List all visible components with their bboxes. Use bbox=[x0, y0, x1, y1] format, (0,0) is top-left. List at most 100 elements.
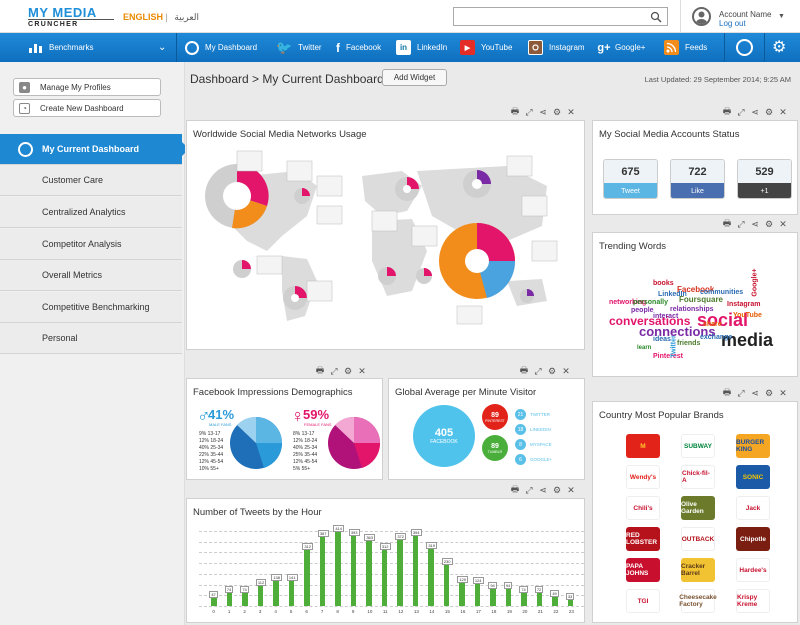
expand-icon[interactable]: ⤢ bbox=[525, 106, 533, 117]
chevron-down-icon[interactable]: ▼ bbox=[778, 13, 785, 20]
add-widget-button[interactable]: Add Widget bbox=[382, 69, 447, 86]
expand-icon[interactable]: ⤢ bbox=[737, 218, 745, 229]
gear-icon[interactable]: ⚙ bbox=[552, 106, 562, 117]
gear-icon[interactable]: ⚙ bbox=[547, 365, 557, 376]
share-icon[interactable]: ⋖ bbox=[751, 218, 759, 229]
expand-icon[interactable]: ⤢ bbox=[737, 106, 745, 117]
brand-logo[interactable]: Krispy Kreme bbox=[736, 589, 770, 613]
trending-word[interactable]: networking bbox=[609, 299, 647, 306]
trending-word[interactable]: communities bbox=[700, 289, 744, 296]
close-icon[interactable]: ✕ bbox=[567, 106, 575, 117]
trending-word[interactable]: Pinterest bbox=[653, 353, 683, 360]
chart-bar[interactable] bbox=[505, 589, 512, 606]
gear-icon[interactable]: ⚙ bbox=[772, 39, 787, 56]
brand-logo[interactable]: Jack bbox=[736, 496, 770, 520]
trending-word[interactable]: Facebook bbox=[677, 285, 715, 294]
chart-bar[interactable] bbox=[428, 549, 434, 606]
expand-icon[interactable]: ⤢ bbox=[525, 484, 533, 495]
nav-benchmarks[interactable]: Benchmarks bbox=[28, 33, 93, 62]
clock-icon[interactable] bbox=[736, 39, 753, 56]
chart-bar[interactable] bbox=[490, 589, 496, 606]
facebook-account-box[interactable]: 722 Like bbox=[670, 159, 725, 199]
nav-googleplus[interactable]: g+ Google+ bbox=[597, 33, 645, 62]
chart-bar[interactable] bbox=[304, 550, 310, 606]
brand-logo[interactable]: Cracker Barrel bbox=[681, 558, 715, 582]
expand-icon[interactable]: ⤢ bbox=[534, 365, 542, 376]
gear-icon[interactable]: ⚙ bbox=[343, 365, 353, 376]
trending-word[interactable]: Foursquare bbox=[679, 295, 724, 304]
trending-word[interactable]: YouTube bbox=[733, 312, 762, 319]
trending-word[interactable]: exchange bbox=[700, 334, 733, 341]
nav-facebook[interactable]: f Facebook bbox=[334, 33, 381, 62]
expand-icon[interactable]: ⤢ bbox=[330, 365, 338, 376]
brand-logo[interactable]: Wendy's bbox=[626, 465, 660, 489]
trending-word[interactable]: media bbox=[721, 330, 774, 350]
share-icon[interactable]: ⋖ bbox=[539, 106, 547, 117]
brand-logo[interactable]: SONIC bbox=[736, 465, 770, 489]
chart-bar[interactable] bbox=[350, 535, 357, 606]
googleplus-account-box[interactable]: 529 +1 bbox=[737, 159, 792, 199]
chart-bar[interactable] bbox=[319, 536, 326, 606]
trending-word[interactable]: social bbox=[697, 310, 749, 330]
print-icon[interactable]: 🖶 bbox=[510, 484, 520, 494]
close-icon[interactable]: ✕ bbox=[562, 365, 570, 376]
brand-logo[interactable]: M bbox=[626, 434, 660, 458]
nav-instagram[interactable]: Instagram bbox=[528, 33, 585, 62]
gear-icon[interactable]: ⚙ bbox=[764, 387, 774, 398]
print-icon[interactable]: 🖶 bbox=[315, 365, 325, 375]
brand-logo[interactable]: Chick-fil-A bbox=[681, 465, 715, 489]
chart-bar[interactable] bbox=[242, 592, 248, 606]
brand-logo[interactable]: Hardee's bbox=[736, 558, 770, 582]
chart-bar[interactable] bbox=[288, 580, 295, 606]
trending-word[interactable]: people bbox=[631, 307, 654, 314]
close-icon[interactable]: ✕ bbox=[358, 365, 366, 376]
trending-word[interactable]: relationships bbox=[670, 306, 714, 313]
print-icon[interactable]: 🖶 bbox=[722, 106, 732, 116]
brand-logo[interactable]: SUBWAY bbox=[681, 434, 715, 458]
search-icon[interactable] bbox=[650, 11, 662, 23]
trending-word[interactable]: personally bbox=[633, 299, 669, 306]
chart-bar[interactable] bbox=[521, 592, 527, 606]
share-icon[interactable]: ⋖ bbox=[751, 387, 759, 398]
lang-english[interactable]: ENGLISH bbox=[123, 12, 164, 22]
trending-word[interactable]: interact bbox=[653, 313, 679, 320]
sidebar-item-customer-care[interactable]: Customer Care bbox=[0, 165, 182, 196]
nav-my-dashboard[interactable]: My Dashboard bbox=[185, 33, 257, 62]
expand-icon[interactable]: ⤢ bbox=[737, 387, 745, 398]
chart-bar[interactable] bbox=[552, 597, 558, 606]
trending-word[interactable]: friends bbox=[677, 340, 701, 347]
sidebar-item-competitor-analysis[interactable]: Competitor Analysis bbox=[0, 229, 182, 260]
create-dashboard-button[interactable]: ◔ Create New Dashboard bbox=[13, 99, 161, 117]
chart-bar[interactable] bbox=[211, 597, 217, 606]
chart-bar[interactable] bbox=[366, 541, 372, 606]
logout-link[interactable]: Log out bbox=[719, 19, 746, 28]
logo[interactable]: MY MEDIA CRUNCHER bbox=[28, 6, 114, 30]
chevron-down-icon[interactable]: ⌄ bbox=[158, 42, 167, 53]
nav-feeds[interactable]: Feeds bbox=[664, 33, 707, 62]
chart-bar[interactable] bbox=[381, 550, 388, 606]
gear-icon[interactable]: ⚙ bbox=[552, 484, 562, 495]
close-icon[interactable]: ✕ bbox=[779, 218, 787, 229]
gear-icon[interactable]: ⚙ bbox=[764, 218, 774, 229]
nav-youtube[interactable]: ▶ YouTube bbox=[460, 33, 512, 62]
chart-bar[interactable] bbox=[474, 583, 481, 606]
share-icon[interactable]: ⋖ bbox=[539, 484, 547, 495]
trending-word[interactable]: Twitter bbox=[670, 335, 678, 358]
chart-bar[interactable] bbox=[459, 582, 465, 606]
brand-logo[interactable]: Chili's bbox=[626, 496, 660, 520]
trending-word[interactable]: LinkedIn bbox=[658, 291, 687, 298]
brand-logo[interactable]: TGI bbox=[626, 589, 660, 613]
brand-logo[interactable]: OUTBACK bbox=[681, 527, 715, 551]
trending-word[interactable]: Instagram bbox=[727, 301, 761, 308]
close-icon[interactable]: ✕ bbox=[779, 387, 787, 398]
chart-bar[interactable] bbox=[273, 581, 279, 606]
brand-logo[interactable]: Cheesecake Factory bbox=[679, 589, 717, 613]
trending-word[interactable]: share bbox=[703, 321, 722, 328]
brand-logo[interactable]: PAPA JOHNS bbox=[626, 558, 660, 582]
chart-bar[interactable] bbox=[226, 592, 233, 606]
brand-logo[interactable]: Chipotle bbox=[736, 527, 770, 551]
gear-icon[interactable]: ⚙ bbox=[764, 106, 774, 117]
nav-linkedin[interactable]: in LinkedIn bbox=[396, 33, 447, 62]
trending-word[interactable]: learn bbox=[637, 345, 652, 351]
chart-bar[interactable] bbox=[412, 535, 419, 606]
